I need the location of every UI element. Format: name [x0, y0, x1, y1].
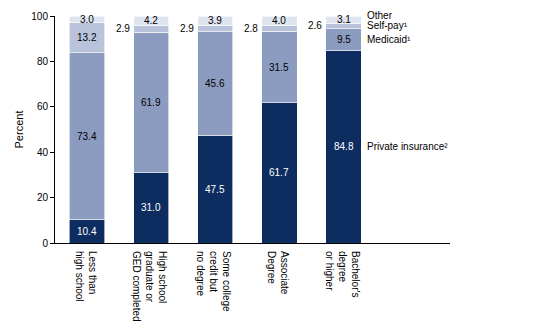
- svg-text:AssociateDegree: AssociateDegree: [266, 251, 290, 295]
- svg-text:4.2: 4.2: [144, 15, 158, 26]
- svg-text:40: 40: [37, 147, 49, 158]
- svg-text:9.5: 9.5: [337, 34, 351, 45]
- svg-text:3.0: 3.0: [80, 14, 94, 25]
- svg-text:Self-pay¹: Self-pay¹: [367, 20, 408, 31]
- svg-text:Other: Other: [367, 10, 393, 21]
- svg-text:Medicaid¹: Medicaid¹: [367, 34, 411, 45]
- svg-text:2.8: 2.8: [244, 23, 258, 34]
- svg-text:61.7: 61.7: [269, 167, 289, 178]
- svg-text:10.4: 10.4: [77, 226, 97, 237]
- svg-text:13.2: 13.2: [77, 32, 97, 43]
- svg-text:45.6: 45.6: [205, 78, 225, 89]
- svg-text:31.0: 31.0: [141, 202, 161, 213]
- svg-text:Some collegecredit butno degre: Some collegecredit butno degree: [195, 251, 232, 312]
- svg-text:20: 20: [37, 192, 49, 203]
- svg-text:3.1: 3.1: [337, 14, 351, 25]
- svg-text:Percent: Percent: [13, 111, 25, 149]
- svg-text:73.4: 73.4: [77, 131, 97, 142]
- svg-text:Less thanhigh school: Less thanhigh school: [74, 251, 98, 302]
- svg-text:100: 100: [31, 11, 48, 22]
- svg-text:Private insurance²: Private insurance²: [367, 141, 448, 152]
- svg-text:84.8: 84.8: [334, 141, 354, 152]
- svg-text:3.9: 3.9: [208, 15, 222, 26]
- svg-text:2.9: 2.9: [180, 23, 194, 34]
- svg-text:47.5: 47.5: [205, 184, 225, 195]
- svg-text:2.6: 2.6: [308, 20, 322, 31]
- svg-text:31.5: 31.5: [269, 62, 289, 73]
- svg-text:61.9: 61.9: [141, 97, 161, 108]
- svg-text:0: 0: [42, 238, 48, 249]
- svg-text:2.9: 2.9: [116, 23, 130, 34]
- svg-text:High schoolgraduate orGED comp: High schoolgraduate orGED completed: [131, 251, 168, 322]
- svg-text:80: 80: [37, 56, 49, 67]
- svg-text:4.0: 4.0: [272, 15, 286, 26]
- svg-text:60: 60: [37, 101, 49, 112]
- svg-text:Bachelor'sdegreeor higher: Bachelor'sdegreeor higher: [324, 251, 361, 297]
